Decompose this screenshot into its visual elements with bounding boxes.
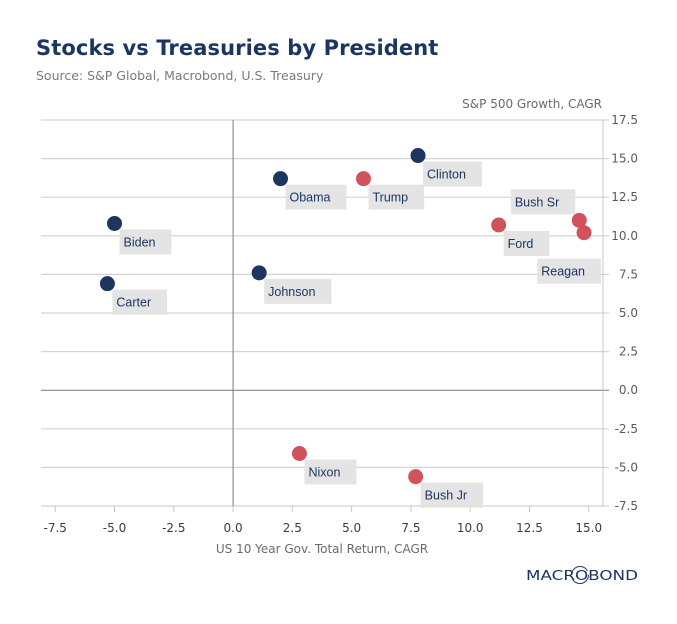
y-tick-label: 15.0 bbox=[611, 152, 638, 166]
point-label: Nixon bbox=[304, 459, 357, 485]
point-label-text: Bush Sr bbox=[515, 195, 559, 209]
data-point bbox=[571, 212, 587, 228]
gridlines bbox=[41, 119, 609, 507]
point-label: Carter bbox=[112, 289, 168, 315]
point-label-text: Clinton bbox=[427, 168, 466, 182]
axes: 17.5 15.0 12.5 10.0 7.5 5.0 2.5 0.0 -2.5 -5.0 -7.5… bbox=[44, 113, 638, 535]
point-label-box bbox=[368, 184, 425, 210]
point-label-box bbox=[112, 289, 168, 315]
data-points bbox=[99, 148, 592, 485]
logo-ring-icon bbox=[571, 566, 589, 584]
x-tick-label: -5.0 bbox=[103, 521, 126, 535]
y-tick-label: 10.0 bbox=[611, 229, 638, 243]
data-point bbox=[410, 148, 426, 164]
data-point bbox=[99, 276, 115, 292]
point-label: Ford bbox=[503, 230, 550, 256]
point-label: Reagan bbox=[537, 258, 602, 284]
data-point bbox=[576, 225, 592, 241]
point-label-box bbox=[119, 229, 172, 255]
macrobond-logo: MACROBOND bbox=[526, 566, 638, 584]
point-label-box bbox=[537, 258, 602, 284]
x-tick-label: -2.5 bbox=[162, 521, 185, 535]
data-point bbox=[355, 171, 371, 187]
point-label-box bbox=[420, 482, 484, 508]
point-label-box bbox=[264, 278, 332, 304]
x-tick-label: 2.5 bbox=[283, 521, 302, 535]
point-label-text: Reagan bbox=[541, 265, 585, 279]
point-labels: Clinton Obama Trump Bush Sr Biden Ford Reagan J… bbox=[112, 161, 602, 508]
y-axis-title: S&P 500 Growth, CAGR bbox=[462, 97, 602, 111]
x-tick-label: 0.0 bbox=[224, 521, 243, 535]
data-point bbox=[291, 446, 307, 462]
point-label: Johnson bbox=[264, 278, 332, 304]
chart-title: Stocks vs Treasuries by President bbox=[36, 36, 439, 60]
chart-subtitle: Source: S&P Global, Macrobond, U.S. Trea… bbox=[36, 68, 324, 83]
x-axis-title: US 10 Year Gov. Total Return, CAGR bbox=[216, 542, 428, 556]
x-tick-label: 7.5 bbox=[401, 521, 420, 535]
x-tick-label: 15.0 bbox=[575, 521, 602, 535]
data-point bbox=[251, 265, 267, 281]
point-label-box bbox=[304, 459, 357, 485]
point-label-text: Ford bbox=[508, 237, 534, 251]
point-label-text: Nixon bbox=[308, 466, 340, 480]
x-tick-label: 12.5 bbox=[516, 521, 543, 535]
point-label-text: Bush Jr bbox=[425, 489, 467, 503]
data-point bbox=[491, 217, 507, 233]
y-tick-label: -2.5 bbox=[615, 422, 638, 436]
y-tick-label: -5.0 bbox=[615, 460, 638, 474]
point-label-box bbox=[423, 161, 482, 187]
y-tick-label: 7.5 bbox=[619, 267, 638, 281]
point-label-text: Johnson bbox=[268, 285, 315, 299]
data-point bbox=[408, 469, 424, 485]
point-label: Biden bbox=[119, 229, 172, 255]
point-label: Bush Sr bbox=[510, 189, 576, 215]
point-label-box bbox=[285, 184, 347, 210]
point-label: Obama bbox=[285, 184, 347, 210]
point-label-text: Obama bbox=[290, 191, 331, 205]
point-label: Bush Jr bbox=[420, 482, 484, 508]
y-tick-label: 17.5 bbox=[611, 113, 638, 127]
point-label-text: Trump bbox=[372, 191, 408, 205]
y-tick-label: 2.5 bbox=[619, 345, 638, 359]
logo-text: MACROBOND bbox=[526, 568, 638, 584]
point-label-text: Carter bbox=[116, 296, 151, 310]
point-label: Trump bbox=[368, 184, 425, 210]
y-tick-label: -7.5 bbox=[615, 499, 638, 513]
data-point bbox=[107, 215, 123, 231]
x-tick-label: 5.0 bbox=[342, 521, 361, 535]
data-point bbox=[273, 171, 289, 187]
point-label-text: Biden bbox=[124, 235, 156, 249]
y-tick-label: 12.5 bbox=[611, 190, 638, 204]
point-label-box bbox=[510, 189, 576, 215]
y-tick-label: 5.0 bbox=[619, 306, 638, 320]
point-label: Clinton bbox=[423, 161, 482, 187]
x-tick-label: -7.5 bbox=[44, 521, 67, 535]
point-label-box bbox=[503, 230, 550, 256]
x-tick-label: 10.0 bbox=[457, 521, 484, 535]
y-tick-label: 0.0 bbox=[619, 383, 638, 397]
